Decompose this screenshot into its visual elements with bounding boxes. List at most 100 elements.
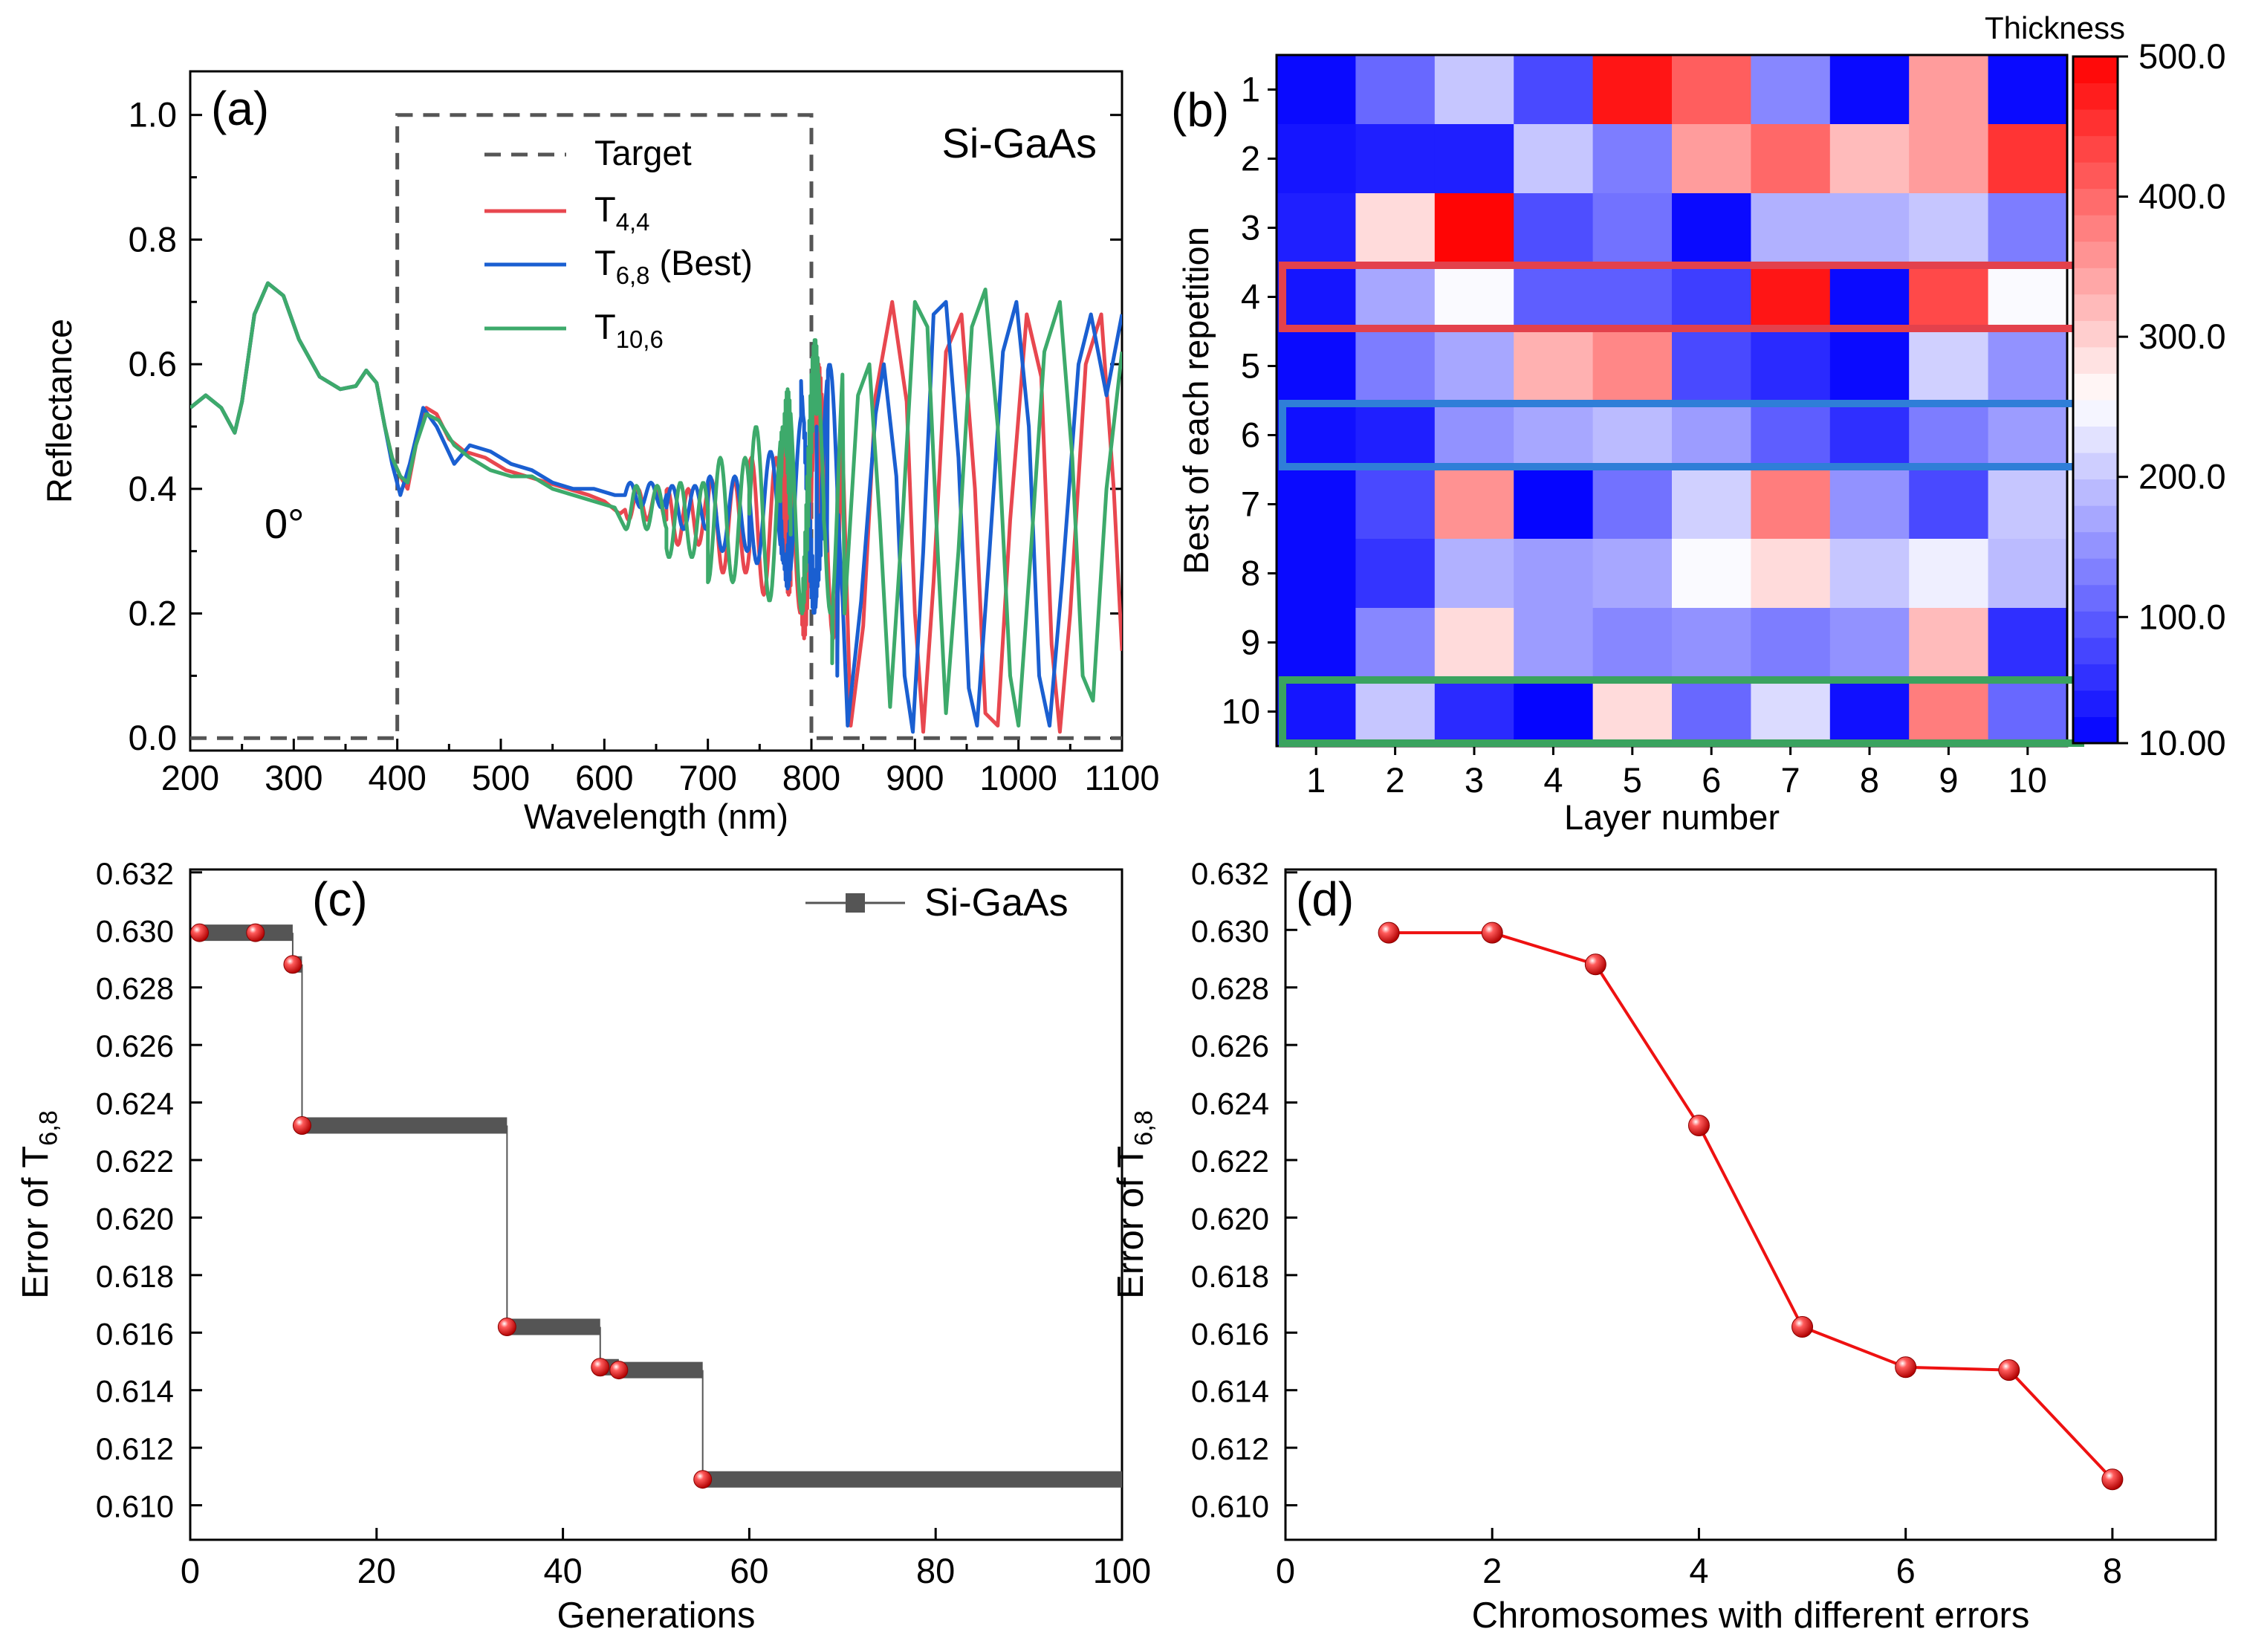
heatmap-cell [1988,124,2068,194]
panel-b-ytick-label: 4 [1241,277,1260,317]
panel-d-ylabel-sub: 6,8 [1129,1110,1158,1146]
error-point [1584,953,1606,976]
panel-a-xtick-label: 1100 [1084,758,1159,797]
heatmap-cell [1829,539,1910,609]
heatmap-cell [1829,677,1910,747]
colorbar-tick-label: 100.0 [2138,597,2226,636]
error-point [1791,1316,1814,1338]
heatmap-cell [1514,539,1594,609]
panel-b-ytick-label: 8 [1241,554,1260,593]
panel-b-xtick-label: 2 [1386,760,1405,800]
colorbar-segment [2073,426,2118,453]
panel-d-frame [1284,868,2217,1541]
heatmap-cell [1829,331,1910,401]
panel-d-ytick-label: 0.630 [1191,913,1269,948]
panel-d-xtick-label: 0 [1276,1551,1295,1590]
panel-a-ytick-label: 0.0 [129,718,177,757]
legend-label-4-4-main: T [594,190,616,229]
panel-c-ytick-label: 0.626 [96,1029,174,1063]
heatmap-cell [1751,262,1831,332]
panel-b-ytick-label: 2 [1241,139,1260,178]
heatmap-cell [1988,677,2068,747]
panel-b-ytick-label: 10 [1222,692,1260,731]
heatmap-cell [1672,608,1751,678]
panel-d-label: (d) [1296,872,1354,926]
legend-label-6-8-sub: 6,8 [616,262,650,289]
panel-d-ytick-label: 0.628 [1191,971,1269,1006]
panel-d-xtick-label: 4 [1689,1551,1708,1590]
colorbar-segment [2073,56,2118,84]
panel-c-label: (c) [312,872,368,926]
heatmap-cell [1277,401,1356,470]
colorbar-segment [2073,716,2118,744]
heatmap-cell [1988,262,2068,332]
panel-c-xtick-label: 0 [181,1551,200,1590]
colorbar-segment [2073,162,2118,190]
panel-c-xtick-label: 80 [916,1551,955,1590]
heatmap-cell [1514,193,1594,263]
panel-d-error-vs-chromosomes-chart: 0 2 4 6 8 0.610 0.612 0.614 0.616 0.618 0.620 0.622… [1111,856,2217,1636]
panel-c-xlabel: Generations [557,1596,756,1636]
heatmap-cell [1751,331,1831,401]
panel-c-ytick-label: 0.618 [96,1259,174,1294]
colorbar-segment [2073,320,2118,348]
heatmap-cell [1514,677,1594,747]
colorbar-segment [2073,400,2118,427]
heatmap-cell [1592,124,1673,194]
heatmap-cell [1355,124,1436,194]
panel-c-ytick-label: 0.614 [96,1374,174,1409]
panel-c-ytick-label: 0.632 [96,856,174,891]
colorbar-frame [2072,55,2119,745]
heatmap-cell [1751,55,1831,125]
panel-a-xtick-label: 1000 [979,758,1057,797]
heatmap-cell [1751,539,1831,609]
panel-d-ytick-label: 0.624 [1191,1086,1269,1121]
heatmap-cell [1909,55,1989,125]
error-marker [591,1358,610,1377]
error-marker [190,923,210,942]
colorbar-segment [2073,268,2118,295]
spectrum-line-10-6 [190,281,1122,728]
spectrum-line-6-8 [190,281,1122,734]
panel-c-xtick-label: 100 [1093,1551,1151,1590]
colorbar-segment [2073,346,2118,374]
panel-a-ytick-label: 1.0 [129,95,177,135]
heatmap-cell [1672,470,1751,540]
heatmap-cell [1434,193,1514,263]
colorbar-segment [2073,373,2118,401]
colorbar-segment [2073,135,2118,163]
error-marker [283,955,302,974]
panel-b-ytick-label: 7 [1241,485,1260,524]
error-point [1895,1356,1917,1379]
heatmap-cell [1434,55,1514,125]
panel-d-xtick-label: 6 [1896,1551,1916,1590]
legend-label-10-6-main: T [594,307,616,346]
colorbar-tick-label: 10.00 [2138,723,2226,762]
panel-c-ytick-label: 0.630 [96,913,174,948]
heatmap-cell [1672,539,1751,609]
heatmap-cell [1829,55,1910,125]
panel-c-xtick-label: 20 [357,1551,396,1590]
heatmap-cell [1514,262,1594,332]
heatmap-cell [1829,608,1910,678]
panel-d-ylabel-main: Error of T [1111,1146,1151,1299]
panel-b-ytick-label: 3 [1241,208,1260,247]
heatmap-cell [1829,193,1910,263]
heatmap-cell [1909,401,1989,470]
panel-b-xlabel: Layer number [1564,797,1780,837]
colorbar-segment [2073,479,2118,506]
panel-a-reflectance-chart: 200 300 400 500 600 700 800 900 1000 1100 0.0 0.2 0.… [39,70,1160,836]
panel-a-ytick-label: 0.6 [129,344,177,383]
panel-d-ytick-label: 0.626 [1191,1029,1269,1063]
error-line [1389,931,2114,1481]
panel-b-label: (b) [1171,83,1229,137]
colorbar-segment [2073,505,2118,533]
panel-d-xlabel: Chromosomes with different errors [1472,1596,2030,1636]
panel-b-xtick-label: 4 [1543,760,1563,800]
error-marker [292,1116,311,1136]
panel-a-label: (a) [211,82,269,135]
heatmap-cell [1909,470,1989,540]
legend-label: Si-GaAs [924,881,1069,924]
panel-b-xtick-label: 5 [1623,760,1642,800]
heatmap-cell [1909,262,1989,332]
